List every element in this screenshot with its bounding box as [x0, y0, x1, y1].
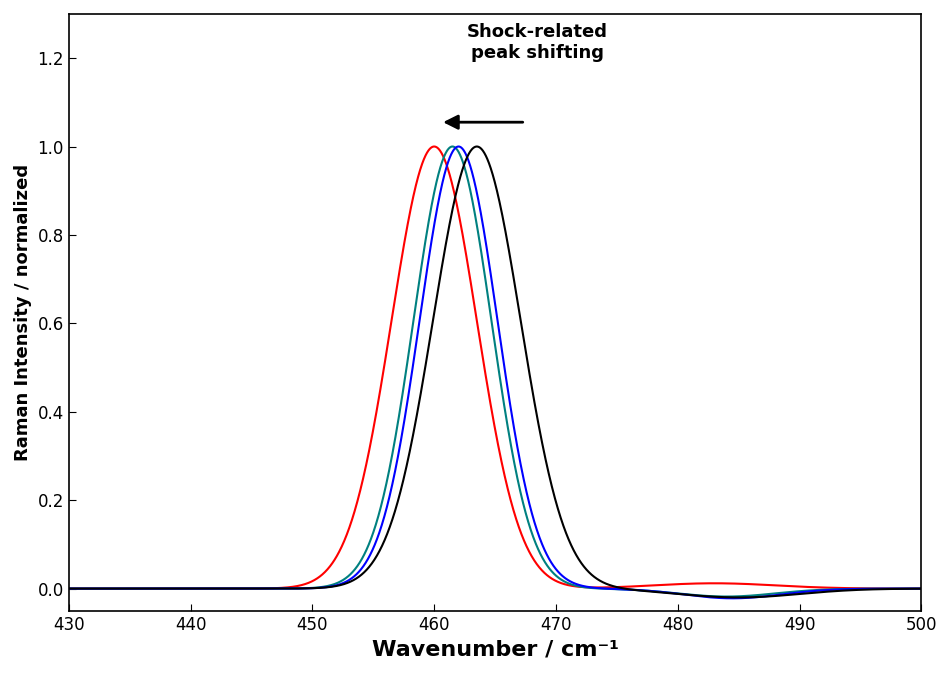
Text: Shock-related
peak shifting: Shock-related peak shifting: [467, 23, 609, 61]
Y-axis label: Raman Intensity / normalized: Raman Intensity / normalized: [14, 164, 32, 461]
X-axis label: Wavenumber / cm⁻¹: Wavenumber / cm⁻¹: [372, 639, 618, 659]
